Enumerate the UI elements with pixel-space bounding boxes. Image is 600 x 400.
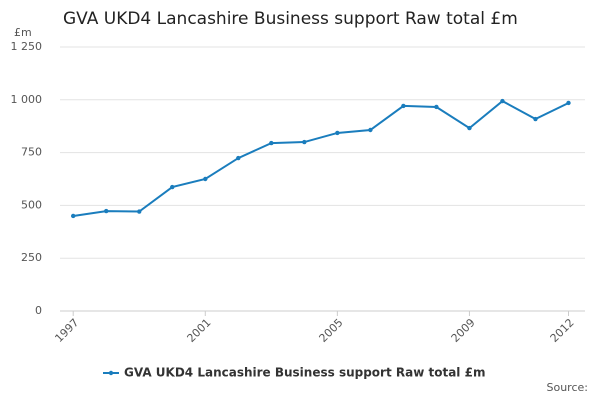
point [500, 98, 505, 104]
y-tick-label: 0 [35, 304, 42, 317]
point [368, 127, 373, 133]
chart-title: GVA UKD4 Lancashire Business support Raw… [63, 9, 518, 29]
x-tick-label: 2012 [548, 316, 577, 345]
point [302, 139, 307, 145]
y-unit: £m [14, 26, 32, 39]
point [203, 176, 208, 182]
x-tick-label: 2005 [317, 316, 346, 345]
point [170, 184, 175, 190]
point [236, 155, 241, 161]
y-tick-label: 500 [21, 198, 42, 211]
y-tick-label: 750 [21, 146, 42, 159]
point [467, 125, 472, 131]
point [335, 130, 340, 136]
series-line [73, 99, 569, 217]
point [104, 208, 109, 214]
y-tick-label: 250 [21, 251, 42, 264]
x-tick-label: 2009 [449, 316, 478, 345]
point [269, 140, 274, 146]
x-tick-label: 2001 [185, 316, 214, 345]
y-tick-label: 1 250 [11, 40, 43, 53]
point [71, 213, 76, 219]
point [401, 103, 406, 109]
x-tick-label: 1997 [52, 316, 81, 345]
point [533, 116, 538, 122]
point [434, 104, 439, 110]
point [566, 100, 571, 106]
legend-label: GVA UKD4 Lancashire Business support Raw… [124, 366, 485, 380]
source: Source: [547, 381, 589, 394]
point [137, 209, 142, 214]
legend-dot [108, 370, 114, 376]
y-tick-label: 1 000 [11, 93, 43, 106]
